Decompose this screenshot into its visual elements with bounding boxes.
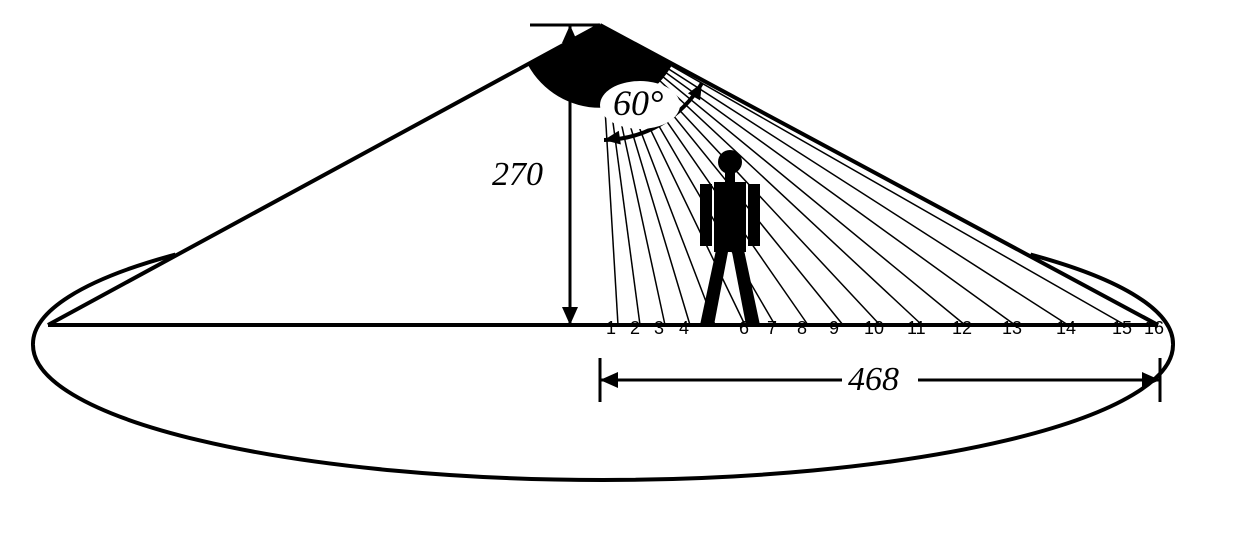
height-arrow-bottom <box>562 307 578 325</box>
ray-label-15: 15 <box>1112 318 1132 338</box>
ray-label-2: 2 <box>630 318 640 338</box>
ellipse-front-arc <box>33 345 1173 480</box>
ray-label-11: 11 <box>907 318 926 338</box>
ray-14 <box>600 25 1068 325</box>
ray-label-7: 7 <box>767 318 777 338</box>
ray-label-3: 3 <box>654 318 664 338</box>
ray-label-16: 16 <box>1144 318 1164 338</box>
width-label: 468 <box>848 361 899 398</box>
ray-15 <box>600 25 1125 325</box>
ray-16 <box>600 25 1158 325</box>
ray-label-4: 4 <box>679 318 689 338</box>
person-icon <box>700 150 760 325</box>
height-arrow-top <box>562 25 578 43</box>
ray-label-14: 14 <box>1056 318 1076 338</box>
ray-label-12: 12 <box>952 318 972 338</box>
ray-label-8: 8 <box>797 318 807 338</box>
ray-label-9: 9 <box>829 318 839 338</box>
angle-label: 60° <box>613 83 663 123</box>
ray-label-13: 13 <box>1002 318 1022 338</box>
ray-label-1: 1 <box>606 318 616 338</box>
width-arrow-left <box>600 372 618 388</box>
ray-label-10: 10 <box>864 318 884 338</box>
camera-cone-diagram: 60°2704681234678910111213141516 <box>0 0 1240 539</box>
height-label: 270 <box>492 156 543 193</box>
